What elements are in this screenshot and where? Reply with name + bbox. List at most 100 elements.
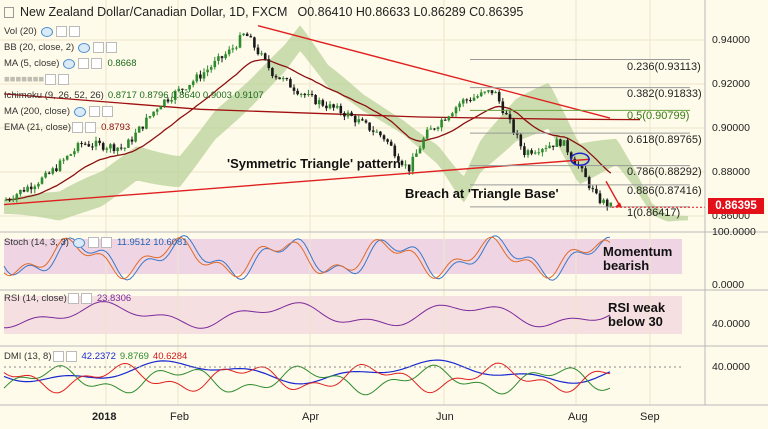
candle-body: [40, 177, 44, 184]
close-icon[interactable]: [91, 58, 103, 69]
breach-circle: [570, 152, 590, 167]
close-icon[interactable]: [100, 237, 112, 248]
candle-body: [386, 139, 389, 142]
price-tick-090: 0.90000: [712, 122, 750, 134]
close-icon[interactable]: [58, 74, 70, 85]
time-label-2018: 2018: [92, 411, 117, 423]
close-icon[interactable]: [80, 293, 92, 304]
candle-body: [364, 120, 368, 123]
cloud-segment: [604, 139, 608, 172]
settings-icon[interactable]: [52, 351, 64, 362]
legend-dmi[interactable]: DMI (13, 8) 42.2372 9.8769 40.6284: [4, 351, 187, 363]
candle-body: [303, 93, 307, 96]
legend-rsi[interactable]: RSI (14, close) 23.8306: [4, 293, 131, 305]
close-icon[interactable]: [65, 351, 77, 362]
ma200-line: [3, 93, 641, 121]
cloud-segment: [176, 155, 180, 188]
cloud-segment: [244, 81, 248, 114]
cloud-segment: [608, 139, 612, 170]
legend-vol[interactable]: Vol (20): [4, 26, 81, 38]
close-icon[interactable]: [102, 106, 113, 117]
rsi-line2: below 30: [608, 314, 663, 329]
legend-ma200-label: MA (200, close): [4, 106, 70, 118]
time-label-apr: Apr: [302, 411, 320, 423]
candle-body: [256, 47, 260, 55]
chart-title: New Zealand Dollar/Canadian Dollar, 1D, …: [4, 5, 523, 19]
eye-icon[interactable]: [63, 58, 76, 69]
cloud-segment: [632, 164, 636, 190]
candlestick-series: [4, 32, 613, 211]
legend-ema21[interactable]: EMA (21, close) 0.8793: [4, 122, 130, 134]
legend-stoch[interactable]: Stoch (14, 3, 3) 11.9512 10.6081: [4, 237, 188, 249]
candle-body: [137, 126, 141, 133]
settings-icon[interactable]: [55, 26, 67, 37]
collapse-icon[interactable]: [4, 7, 14, 19]
candle-body: [382, 135, 386, 140]
cloud-segment: [412, 127, 416, 146]
fib-label-0618: 0.618(0.89765): [627, 134, 702, 146]
candle-body: [371, 130, 375, 132]
cloud-segment: [4, 198, 8, 214]
candle-body: [317, 100, 321, 105]
cloud-segment: [156, 151, 160, 186]
fib-label-1: 1(0.86417): [627, 207, 681, 219]
legend-vol-label: Vol (20): [4, 26, 37, 38]
cloud-segment: [436, 144, 440, 168]
fib-label-0236: 0.236(0.93113): [627, 61, 701, 73]
close-icon[interactable]: [85, 122, 97, 133]
candle-body: [407, 164, 411, 172]
candle-body: [73, 151, 76, 155]
close-icon[interactable]: [68, 26, 80, 37]
candle-body: [447, 116, 451, 121]
cloud-segment: [112, 160, 116, 200]
candle-body: [213, 60, 217, 68]
cloud-segment: [312, 41, 316, 72]
cloud-segment: [32, 193, 36, 217]
settings-icon[interactable]: [45, 74, 57, 85]
settings-icon[interactable]: [89, 106, 100, 117]
candle-body: [335, 105, 339, 108]
eye-icon[interactable]: [40, 26, 53, 37]
cloud-segment: [192, 135, 196, 172]
cloud-segment: [532, 88, 536, 136]
candle-body: [580, 165, 584, 169]
cloud-segment: [208, 114, 212, 150]
eye-icon[interactable]: [72, 237, 85, 248]
cloud-segment: [672, 215, 676, 222]
candle-body: [415, 153, 418, 157]
settings-icon[interactable]: [78, 58, 90, 69]
cloud-segment: [36, 193, 40, 218]
breach-annotation: Breach at 'Triangle Base': [405, 186, 559, 201]
legend-hidden[interactable]: ■■■■■■■: [4, 74, 70, 86]
legend-ma5[interactable]: MA (5, close) 0.8668: [4, 58, 137, 70]
settings-icon[interactable]: [67, 293, 79, 304]
dmi-plus-line: [3, 364, 611, 396]
price-tick-094: 0.94000: [712, 34, 750, 46]
settings-icon[interactable]: [93, 42, 105, 53]
cloud-segment: [444, 152, 448, 180]
fib-label-0382: 0.382(0.91833): [627, 88, 702, 100]
eye-icon[interactable]: [74, 106, 86, 117]
candle-body: [29, 186, 33, 190]
last-price-label: 0.86395: [708, 198, 764, 214]
candle-body: [15, 194, 19, 200]
close-icon[interactable]: [106, 42, 118, 53]
candle-body: [573, 158, 577, 165]
settings-icon[interactable]: [72, 122, 84, 133]
candle-body: [443, 119, 447, 121]
legend-bb[interactable]: BB (20, close, 2): [4, 42, 118, 54]
candle-body: [91, 146, 94, 148]
candle-body: [116, 147, 119, 152]
settings-icon[interactable]: [87, 237, 99, 248]
cloud-segment: [160, 152, 164, 186]
candle-body: [26, 186, 29, 192]
cloud-segment: [240, 85, 244, 118]
candle-body: [274, 76, 278, 78]
legend-ichimoku[interactable]: Ichimoku (9, 26, 52, 26) 0.8717 0.8796 0.…: [4, 90, 264, 102]
fib-label-05: 0.5(0.90799): [627, 110, 690, 122]
cloud-segment: [656, 206, 660, 219]
eye-icon[interactable]: [78, 42, 91, 53]
candle-body: [184, 89, 188, 91]
legend-ma200[interactable]: MA (200, close): [4, 106, 114, 118]
rsi-tick-40: 40.0000: [712, 318, 750, 330]
